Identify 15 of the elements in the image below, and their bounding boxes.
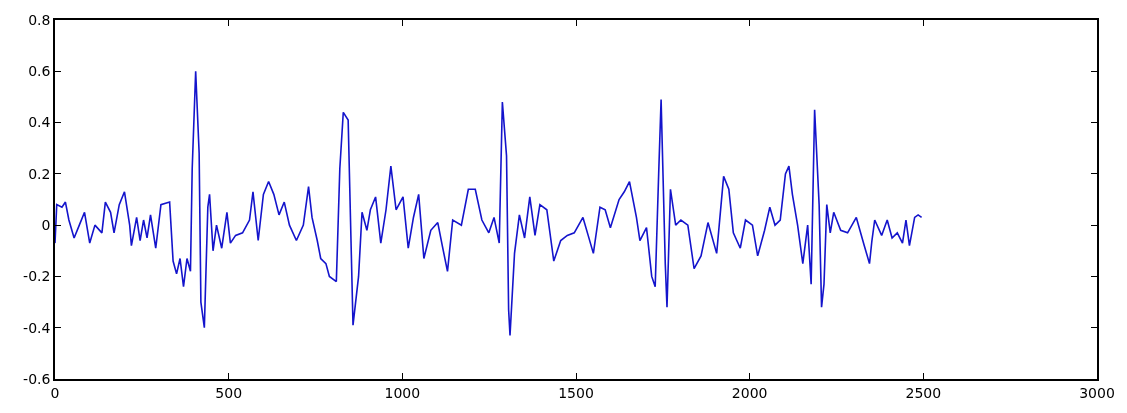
y-tick-label: 0.2 <box>28 165 51 182</box>
y-tick-label: 0 <box>41 217 51 234</box>
x-tick-label: 3000 <box>1079 384 1115 401</box>
y-tick-label: 0.6 <box>28 63 51 80</box>
x-tick-label: 2000 <box>731 384 768 401</box>
y-tick-label: -0.6 <box>23 370 51 387</box>
x-tick-label: 2500 <box>905 384 942 401</box>
y-tick-label: 0.8 <box>28 11 51 28</box>
y-tick-label: 0.4 <box>28 114 51 131</box>
x-tick-label: 1000 <box>384 384 421 401</box>
line-series <box>55 70 923 337</box>
y-tick-label: -0.2 <box>23 268 51 285</box>
x-tick-label: 1500 <box>558 384 594 401</box>
x-tick-label: 500 <box>215 384 243 401</box>
y-tick-label: -0.4 <box>23 319 51 336</box>
